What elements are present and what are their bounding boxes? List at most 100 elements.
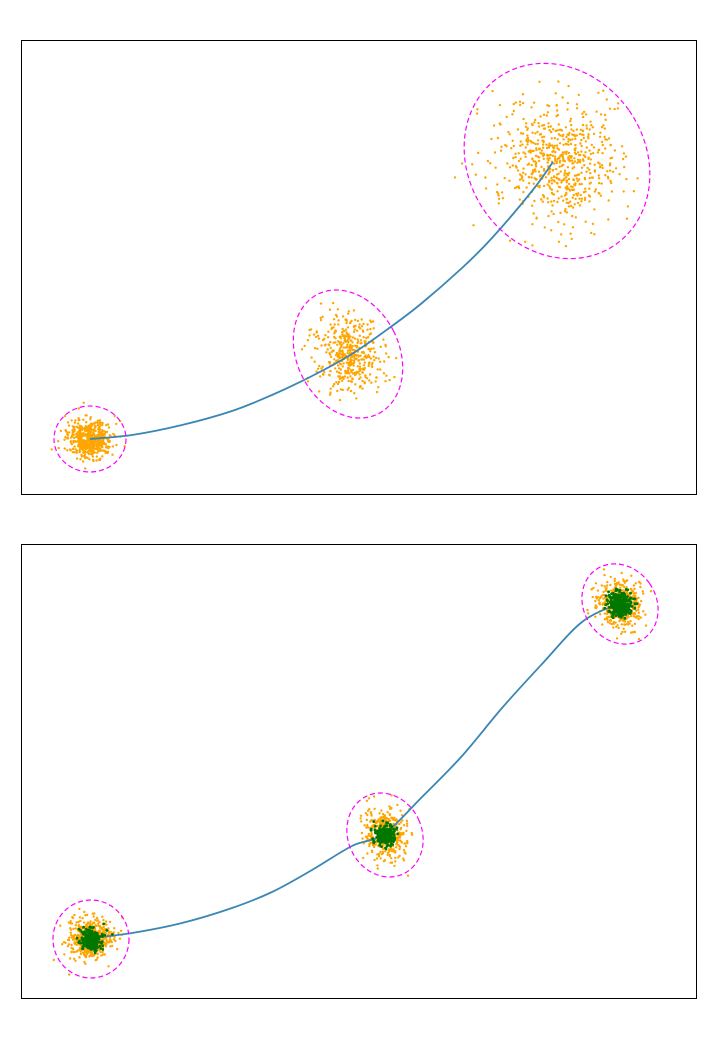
scatter-point: [542, 157, 545, 161]
scatter-point: [329, 323, 332, 326]
scatter-point: [114, 939, 117, 943]
scatter-point: [73, 421, 77, 424]
scatter-point: [577, 93, 580, 97]
scatter-point: [591, 222, 595, 226]
scatter-point: [621, 584, 624, 587]
scatter-point: [92, 953, 96, 957]
scatter-point: [548, 142, 551, 145]
scatter-point: [603, 113, 607, 117]
scatter-point: [581, 123, 585, 127]
scatter-point: [551, 204, 554, 207]
outer-cluster-2: [300, 301, 398, 402]
scatter-point: [605, 98, 608, 101]
scatter-point: [592, 152, 595, 155]
scatter-point: [596, 589, 600, 592]
scatter-point: [392, 848, 395, 851]
scatter-point: [588, 128, 591, 131]
scatter-point: [364, 812, 368, 815]
scatter-point: [390, 857, 393, 860]
scatter-point: [527, 150, 530, 153]
scatter-point: [542, 153, 545, 157]
scatter-point: [342, 354, 345, 357]
scatter-point: [399, 826, 403, 830]
scatter-point: [379, 368, 382, 371]
scatter-point: [567, 151, 571, 155]
scatter-point: [73, 957, 76, 960]
scatter-point: [366, 826, 369, 829]
scatter-point: [332, 318, 336, 321]
scatter-point: [627, 607, 631, 611]
scatter-point: [338, 398, 342, 402]
scatter-point: [519, 132, 523, 135]
scatter-point: [337, 323, 340, 326]
scatter-point: [545, 146, 549, 150]
scatter-point: [105, 938, 108, 942]
scatter-point: [91, 926, 94, 930]
scatter-point: [548, 157, 551, 160]
scatter-point: [335, 354, 339, 357]
scatter-point: [594, 604, 597, 607]
scatter-point: [590, 176, 594, 179]
scatter-point: [395, 827, 398, 831]
scatter-point: [581, 129, 585, 132]
scatter-point: [111, 445, 115, 448]
scatter-point: [567, 182, 571, 186]
scatter-point: [623, 620, 627, 623]
scatter-point: [386, 827, 389, 831]
scatter-point: [101, 944, 105, 948]
scatter-point: [557, 123, 560, 126]
scatter-point: [633, 602, 637, 606]
scatter-point: [91, 455, 95, 458]
scatter-point: [380, 809, 383, 812]
scatter-point: [371, 320, 375, 323]
scatter-point: [69, 449, 72, 452]
scatter-point: [536, 155, 540, 158]
scatter-point: [332, 385, 335, 388]
confidence-ellipse-1: [53, 405, 127, 473]
scatter-point: [99, 947, 103, 950]
scatter-point: [604, 147, 607, 150]
scatter-point: [339, 388, 343, 391]
scatter-point: [338, 377, 342, 381]
scatter-point: [336, 359, 339, 362]
scatter-point: [390, 807, 393, 810]
scatter-point: [370, 850, 374, 854]
scatter-point: [634, 594, 637, 597]
scatter-point: [584, 113, 588, 116]
scatter-point: [402, 857, 405, 860]
scatter-point: [363, 366, 366, 370]
scatter-point: [563, 223, 566, 226]
scatter-point: [361, 387, 364, 390]
scatter-point: [318, 364, 321, 368]
scatter-point: [357, 355, 360, 358]
scatter-point: [77, 407, 80, 410]
scatter-point: [327, 360, 331, 364]
scatter-point: [557, 172, 560, 175]
scatter-point: [360, 831, 364, 835]
scatter-point: [346, 376, 349, 379]
scatter-point: [623, 165, 626, 169]
scatter-point: [486, 159, 490, 163]
scatter-point: [384, 829, 387, 833]
scatter-point: [530, 163, 533, 167]
scatter-point: [524, 173, 527, 176]
scatter-point: [534, 142, 537, 146]
scatter-point: [630, 574, 633, 577]
scatter-point: [580, 138, 583, 142]
scatter-point: [567, 133, 570, 137]
scatter-point: [367, 353, 370, 357]
scatter-point: [75, 457, 79, 460]
scatter-point: [569, 142, 573, 146]
scatter-point: [373, 840, 376, 844]
scatter-point: [628, 597, 632, 601]
scatter-point: [508, 179, 511, 182]
scatter-point: [77, 445, 81, 448]
scatter-point: [81, 917, 84, 920]
scatter-point: [533, 199, 536, 203]
scatter-point: [550, 229, 553, 232]
scatter-point: [316, 367, 320, 370]
scatter-point: [573, 148, 576, 151]
scatter-point: [600, 584, 603, 587]
scatter-point: [100, 935, 104, 939]
scatter-point: [618, 611, 622, 615]
